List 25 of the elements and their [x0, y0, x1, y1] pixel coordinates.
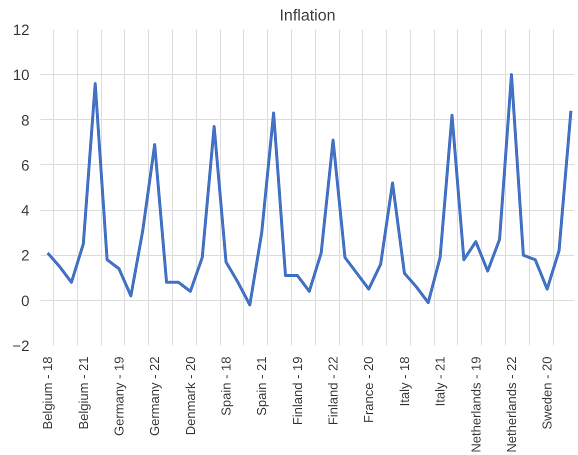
y-tick-label: 0: [21, 292, 30, 310]
x-tick-label: Finland - 19: [290, 356, 305, 426]
x-tick-label: Italy - 21: [432, 356, 448, 406]
x-tick-label: Finland - 22: [326, 356, 341, 426]
x-tick-label: Germany - 19: [111, 356, 126, 436]
line-series: [46, 73, 572, 306]
y-tick-label: 12: [12, 22, 30, 39]
x-tick-label: Netherlands - 22: [504, 356, 519, 453]
x-tick-label: Netherlands - 19: [468, 356, 484, 453]
x-tick-label: Spain - 21: [254, 356, 270, 416]
y-tick-label: 6: [21, 157, 30, 174]
x-tick-label: Spain - 18: [218, 356, 234, 416]
x-tick-label: Denmark - 20: [182, 356, 198, 436]
y-tick-label: 2: [21, 248, 30, 265]
x-tick-label: Germany - 22: [147, 356, 162, 436]
y-tick-label: 8: [21, 112, 30, 130]
x-tick-label: Belgium - 21: [76, 356, 91, 430]
y-tick-label: −2: [12, 338, 30, 355]
chart-title: Inflation: [279, 8, 336, 24]
x-tick-label: France - 20: [361, 356, 376, 423]
x-tick-label: Sweden - 20: [540, 356, 555, 430]
x-tick-label: Belgium - 18: [40, 356, 56, 430]
y-tick-label: 4: [21, 202, 30, 220]
x-tick-label: Italy - 18: [396, 356, 412, 406]
y-tick-label: 10: [12, 67, 30, 84]
